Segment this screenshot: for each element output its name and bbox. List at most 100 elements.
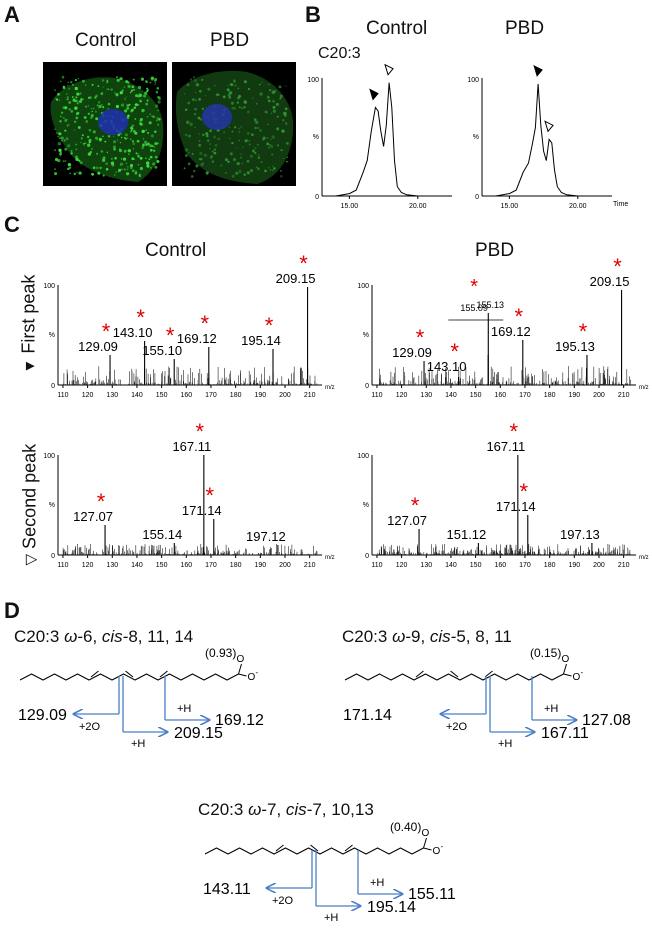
peak-label: 127.07 bbox=[387, 513, 427, 528]
green-spot bbox=[83, 142, 85, 145]
x-tick-label: 170 bbox=[519, 392, 531, 399]
green-spot bbox=[282, 112, 284, 114]
green-spot bbox=[199, 152, 203, 155]
green-spot bbox=[205, 171, 209, 175]
green-spot bbox=[115, 104, 119, 109]
green-spot bbox=[272, 169, 275, 172]
panel-c-letter: C bbox=[4, 212, 20, 237]
star-marker: * bbox=[613, 254, 622, 279]
green-spot bbox=[124, 109, 128, 113]
green-spot bbox=[119, 148, 121, 150]
left-ion: 143.11 bbox=[203, 881, 251, 898]
green-spot bbox=[54, 157, 59, 162]
nucleus bbox=[202, 104, 232, 130]
x-tick-label: 130 bbox=[420, 392, 432, 399]
green-spot bbox=[214, 85, 216, 87]
structure-1-title-d: cis bbox=[101, 627, 123, 646]
carboxylate-bond bbox=[563, 673, 572, 677]
green-spot bbox=[268, 143, 272, 147]
star-marker: * bbox=[206, 483, 215, 508]
structure-1-title-a: C20:3 bbox=[14, 627, 65, 646]
green-spot bbox=[60, 139, 64, 142]
green-spot bbox=[209, 143, 211, 145]
green-spot bbox=[68, 87, 71, 90]
green-spot bbox=[115, 76, 119, 79]
green-spot bbox=[78, 100, 81, 103]
green-spot bbox=[72, 98, 76, 102]
green-spot bbox=[199, 117, 202, 121]
fragmentation-arrows: (0.93) 129.09 +2O 209.15 +H 169.12 +H bbox=[18, 646, 264, 750]
green-spot bbox=[241, 162, 244, 165]
green-spot bbox=[80, 141, 82, 144]
green-spot bbox=[146, 115, 149, 118]
x-unit: m/z bbox=[639, 555, 649, 561]
green-spot bbox=[127, 153, 130, 156]
green-spot bbox=[149, 113, 152, 116]
green-spot bbox=[127, 168, 129, 171]
green-spot bbox=[145, 157, 147, 160]
green-spot bbox=[231, 174, 235, 178]
x-tick-label: 170 bbox=[519, 562, 531, 569]
x-tick-label: 150 bbox=[156, 392, 168, 399]
double-bond bbox=[450, 670, 459, 678]
green-spot bbox=[243, 80, 247, 84]
green-spot bbox=[107, 108, 109, 110]
panel-b-title-pbd: PBD bbox=[505, 18, 545, 39]
carbonyl-oxygen: O bbox=[562, 654, 570, 665]
green-spot bbox=[148, 158, 151, 161]
green-spot bbox=[60, 80, 62, 83]
green-spot bbox=[70, 110, 74, 113]
x-tick-label: 150 bbox=[156, 562, 168, 569]
green-spot bbox=[279, 169, 282, 172]
green-spot bbox=[132, 88, 135, 91]
green-spot bbox=[260, 161, 263, 164]
green-spot bbox=[67, 85, 69, 87]
green-spot bbox=[54, 128, 56, 130]
green-spot bbox=[254, 151, 257, 155]
inset-label: 155.13 bbox=[477, 300, 505, 310]
green-spot bbox=[57, 135, 59, 138]
green-spot bbox=[64, 147, 68, 151]
x-tick-label: 190 bbox=[568, 392, 580, 399]
green-spot bbox=[58, 137, 61, 140]
x-tick-label: 180 bbox=[544, 392, 556, 399]
green-spot bbox=[213, 148, 216, 151]
structure-2-title-e: -5, 8, 11 bbox=[450, 627, 512, 646]
green-spot bbox=[120, 136, 123, 139]
green-spot bbox=[67, 144, 71, 148]
green-spot bbox=[187, 101, 191, 105]
green-spot bbox=[272, 109, 276, 113]
peak-label: 197.13 bbox=[560, 527, 600, 542]
green-spot bbox=[62, 160, 65, 163]
green-spot bbox=[75, 96, 78, 99]
green-spot bbox=[78, 159, 81, 162]
green-spot bbox=[201, 78, 204, 81]
x-tick-label: 120 bbox=[396, 392, 408, 399]
green-spot bbox=[95, 166, 99, 170]
green-spot bbox=[214, 143, 218, 147]
green-spot bbox=[71, 96, 74, 98]
green-spot bbox=[75, 155, 78, 159]
green-spot bbox=[144, 91, 148, 95]
star-marker: * bbox=[102, 319, 111, 344]
green-spot bbox=[271, 153, 274, 156]
green-spot bbox=[267, 83, 270, 86]
green-spot bbox=[190, 175, 194, 178]
green-spot bbox=[137, 154, 140, 158]
green-spot bbox=[138, 174, 142, 178]
green-spot bbox=[67, 163, 72, 167]
x-tick-label: 170 bbox=[205, 562, 217, 569]
carbonyl-bond bbox=[563, 663, 567, 675]
green-spot bbox=[81, 79, 85, 83]
green-spot bbox=[122, 157, 127, 161]
peak-label: 155.14 bbox=[142, 527, 182, 542]
carbonyl-oxygen: O bbox=[422, 828, 430, 839]
green-spot bbox=[202, 162, 204, 164]
green-spot bbox=[184, 133, 188, 137]
green-spot bbox=[231, 130, 234, 133]
green-spot bbox=[97, 107, 99, 109]
green-spot bbox=[224, 158, 228, 162]
green-spot bbox=[203, 153, 207, 157]
x-tick-label: 110 bbox=[371, 562, 382, 569]
